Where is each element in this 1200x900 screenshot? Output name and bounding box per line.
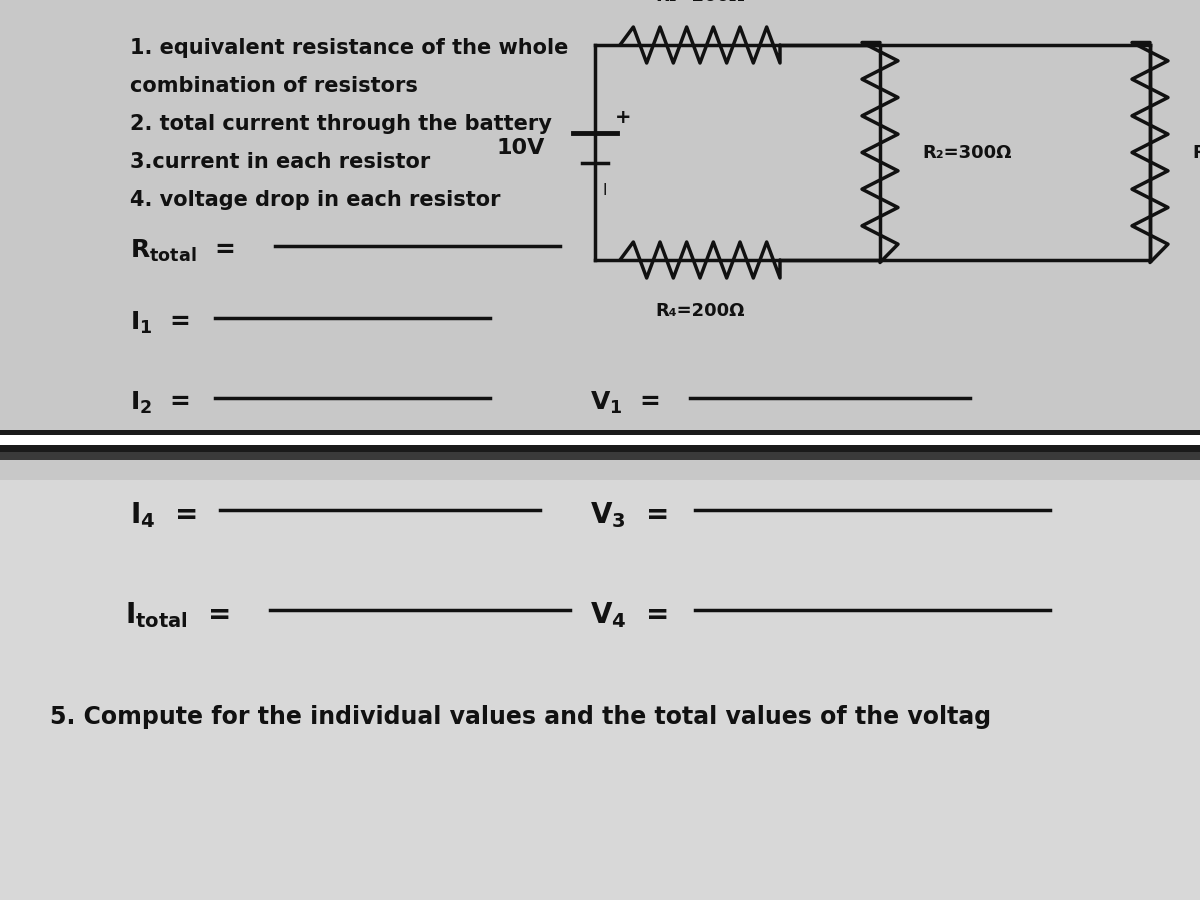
Text: $\mathbf{I_{total}}$  =: $\mathbf{I_{total}}$ = — [125, 600, 229, 630]
Text: $\mathbf{I_4}$  =: $\mathbf{I_4}$ = — [130, 500, 197, 530]
Bar — [0, 0, 1200, 480]
Text: 2. total current through the battery: 2. total current through the battery — [130, 114, 552, 134]
Text: 1. equivalent resistance of the whole: 1. equivalent resistance of the whole — [130, 38, 569, 58]
Text: $\mathbf{I_1}$  =: $\mathbf{I_1}$ = — [130, 310, 190, 337]
Text: $\mathbf{V_4}$  =: $\mathbf{V_4}$ = — [590, 600, 667, 630]
Text: I: I — [602, 183, 607, 198]
Text: R₄=200Ω: R₄=200Ω — [655, 302, 745, 320]
Text: $\mathbf{V_2}$  =: $\mathbf{V_2}$ = — [590, 435, 660, 461]
Text: $\mathbf{V_3}$  =: $\mathbf{V_3}$ = — [590, 500, 667, 530]
Text: $\mathbf{R}_{\mathbf{total}}$  =: $\mathbf{R}_{\mathbf{total}}$ = — [130, 238, 234, 265]
Text: +: + — [614, 108, 631, 127]
Text: 5. Compute for the individual values and the total values of the voltag: 5. Compute for the individual values and… — [50, 705, 991, 729]
Text: R₂=300Ω: R₂=300Ω — [922, 143, 1012, 161]
Text: 10V: 10V — [497, 138, 545, 157]
Text: 4. voltage drop in each resistor: 4. voltage drop in each resistor — [130, 190, 500, 210]
Bar — [0, 435, 1200, 445]
Text: R₃=500Ω: R₃=500Ω — [1192, 143, 1200, 161]
Text: R₁=200Ω: R₁=200Ω — [655, 0, 745, 5]
Text: 3.current in each resistor: 3.current in each resistor — [130, 152, 431, 172]
Text: combination of resistors: combination of resistors — [130, 76, 418, 96]
Bar — [0, 430, 1200, 452]
Text: $\mathbf{I_2}$  =: $\mathbf{I_2}$ = — [130, 390, 190, 416]
Text: $\mathbf{V_1}$  =: $\mathbf{V_1}$ = — [590, 390, 660, 416]
Bar — [0, 480, 1200, 900]
Text: $\mathbf{I_3}$  =: $\mathbf{I_3}$ = — [130, 435, 190, 461]
Bar — [0, 452, 1200, 460]
